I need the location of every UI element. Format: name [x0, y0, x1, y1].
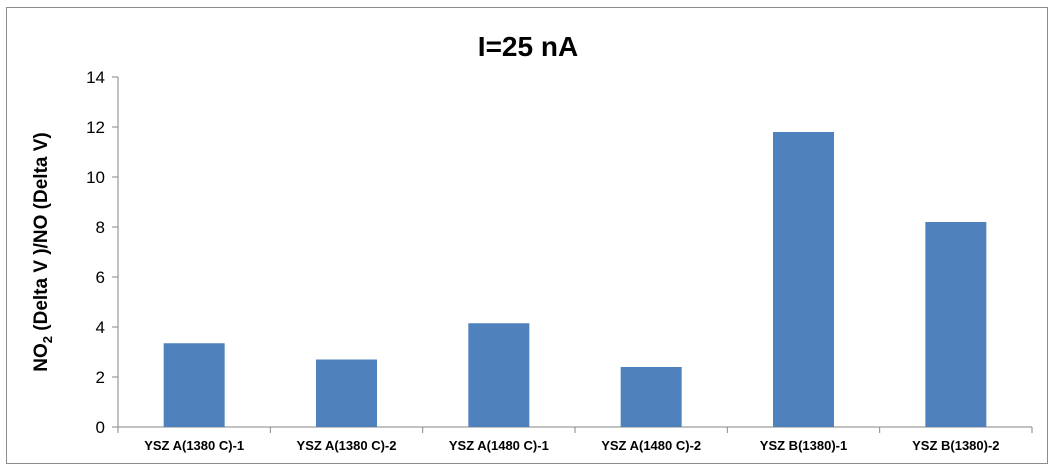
- y-axis-label-rest: (Delta V )/NO (Delta V): [31, 132, 52, 336]
- y-tick-label: 12: [86, 118, 105, 137]
- y-tick-label: 8: [96, 218, 105, 237]
- y-tick-label: 14: [86, 68, 105, 87]
- x-tick-label: YSZ B(1380)-2: [912, 438, 999, 453]
- x-tick-label: YSZ A(1380 C)-1: [144, 438, 244, 453]
- y-tick-label: 6: [96, 268, 105, 287]
- bar: [468, 323, 530, 427]
- y-axis-label-subscript: 2: [40, 336, 55, 343]
- x-tick-label: YSZ A(1480 C)-2: [601, 438, 701, 453]
- bar: [925, 222, 987, 427]
- x-tick-label: YSZ B(1380)-1: [760, 438, 847, 453]
- x-tick-label: YSZ A(1480 C)-1: [449, 438, 549, 453]
- bar: [620, 367, 682, 427]
- chart-title: I=25 nA: [478, 31, 578, 62]
- bar: [163, 343, 225, 427]
- plot-area: 0 2 4 6 8 10 12 14 YSZ A(1380 C)-1 YSZ A(1380 C)-…: [86, 68, 1033, 453]
- bar: [316, 359, 377, 427]
- y-tick-label: 4: [96, 318, 105, 337]
- y-tick-label: 0: [96, 418, 105, 437]
- bar: [773, 132, 834, 427]
- y-axis-label-main: NO: [31, 343, 52, 372]
- y-tick-label: 2: [96, 368, 105, 387]
- y-axis-label: NO2 (Delta V )/NO (Delta V): [31, 132, 55, 371]
- y-tick-label: 10: [86, 168, 105, 187]
- x-tick-label: YSZ A(1380 C)-2: [297, 438, 397, 453]
